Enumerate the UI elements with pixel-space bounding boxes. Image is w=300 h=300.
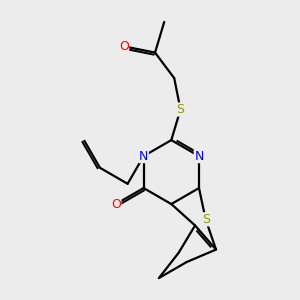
Text: O: O bbox=[111, 198, 121, 211]
Text: S: S bbox=[202, 213, 210, 226]
Text: N: N bbox=[194, 150, 204, 163]
Text: S: S bbox=[176, 103, 184, 116]
Text: N: N bbox=[139, 150, 148, 163]
Text: O: O bbox=[119, 40, 129, 53]
